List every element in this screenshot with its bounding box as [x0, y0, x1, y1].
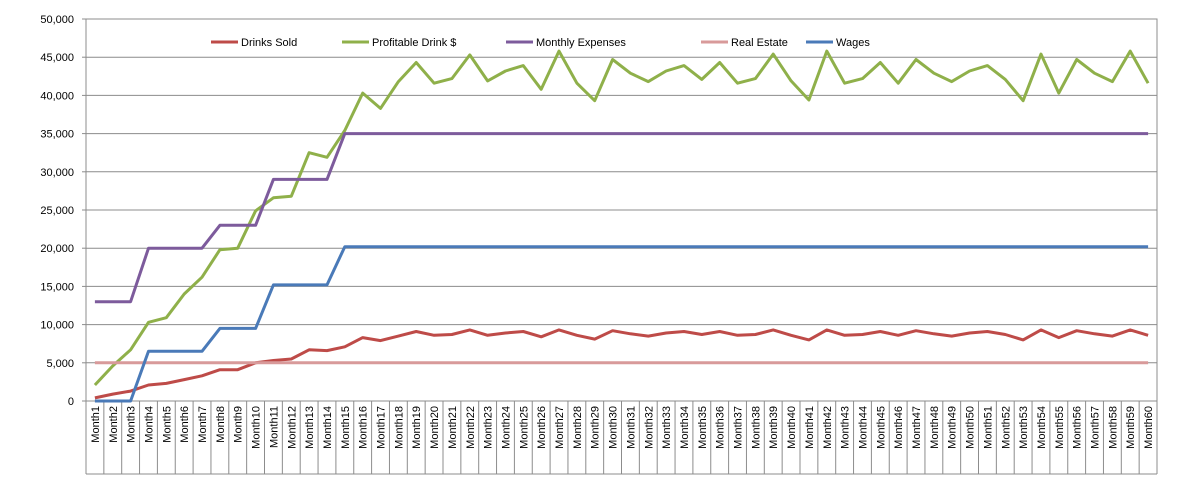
- x-tick-label: Month45: [875, 406, 887, 449]
- x-tick-label: Month52: [1000, 406, 1012, 449]
- x-tick-label: Month12: [286, 406, 298, 449]
- x-tick-label: Month38: [750, 406, 762, 449]
- y-tick-label: 20,000: [40, 243, 74, 255]
- x-tick-label: Month28: [572, 406, 584, 449]
- y-tick-label: 50,000: [40, 14, 74, 26]
- x-tick-label: Month22: [465, 406, 477, 449]
- x-tick-label: Month24: [500, 406, 512, 449]
- x-tick-label: Month33: [661, 406, 673, 449]
- x-tick-label: Month48: [929, 406, 941, 449]
- x-tick-label: Month25: [518, 406, 530, 449]
- x-tick-label: Month41: [804, 406, 816, 449]
- x-tick-label: Month20: [429, 406, 441, 449]
- axes: [82, 18, 1158, 475]
- x-tick-label: Month5: [161, 406, 173, 443]
- x-tick-label: Month42: [822, 406, 834, 449]
- x-tick-label: Month9: [233, 406, 245, 443]
- x-tick-label: Month55: [1054, 406, 1066, 449]
- x-tick-label: Month23: [483, 406, 495, 449]
- x-tick-label: Month1: [90, 406, 102, 443]
- x-tick-label: Month26: [536, 406, 548, 449]
- y-tick-label: 30,000: [40, 167, 74, 179]
- x-tick-label: Month35: [697, 406, 709, 449]
- x-tick-label: Month17: [376, 406, 388, 449]
- x-tick-label: Month11: [268, 406, 280, 448]
- x-tick-label: Month58: [1107, 406, 1119, 449]
- x-tick-label: Month4: [143, 406, 155, 443]
- x-tick-label: Month3: [126, 406, 138, 443]
- x-tick-label: Month60: [1143, 406, 1155, 449]
- x-tick-label: Month16: [358, 406, 370, 449]
- y-tick-label: 10,000: [40, 320, 74, 332]
- series-line-profitable-drink: [93, 49, 1150, 387]
- x-tick-label: Month40: [786, 406, 798, 449]
- x-tick-label: Month34: [679, 406, 691, 449]
- x-tick-label: Month44: [857, 406, 869, 449]
- legend-label: Monthly Expenses: [536, 37, 626, 49]
- x-tick-label: Month10: [251, 406, 263, 449]
- x-tick-label: Month31: [625, 406, 637, 449]
- x-tick-label: Month32: [643, 406, 655, 449]
- x-tick-label: Month19: [411, 406, 423, 449]
- y-tick-label: 45,000: [40, 52, 74, 64]
- x-tick-label: Month7: [197, 406, 209, 443]
- x-tick-label: Month13: [304, 406, 316, 449]
- y-tick-label: 40,000: [40, 90, 74, 102]
- series-line-monthly-expenses: [94, 132, 1149, 304]
- y-tick-label: 35,000: [40, 129, 74, 141]
- x-tick-label: Month46: [893, 406, 905, 449]
- x-tick-label: Month21: [447, 406, 459, 449]
- legend: Drinks Sold Profitable Drink $ Monthly Exp…: [211, 37, 870, 49]
- x-tick-label: Month36: [715, 406, 727, 449]
- x-tick-label: Month47: [911, 406, 923, 449]
- x-tick-label: Month30: [608, 406, 620, 449]
- legend-label: Drinks Sold: [241, 37, 297, 49]
- x-tick-label: Month14: [322, 406, 334, 449]
- legend-label: Profitable Drink $: [372, 37, 456, 49]
- series-line-drinks-sold: [94, 328, 1149, 400]
- y-tick-label: 5,000: [46, 358, 74, 370]
- x-tick-label: Month6: [179, 406, 191, 443]
- series-lines: [93, 49, 1150, 403]
- legend-label: Real Estate: [731, 37, 788, 49]
- y-tick-label: 15,000: [40, 281, 74, 293]
- x-tick-label: Month57: [1090, 406, 1102, 449]
- x-tick-label: Month53: [1018, 406, 1030, 449]
- y-tick-label: 25,000: [40, 205, 74, 217]
- x-tick-label: Month29: [590, 406, 602, 449]
- x-tick-label: Month49: [947, 406, 959, 449]
- x-tick-label: Month37: [733, 406, 745, 449]
- y-tick-label: 0: [68, 396, 74, 408]
- x-tick-label: Month50: [965, 406, 977, 449]
- x-tick-label: Month2: [108, 406, 120, 443]
- x-tick-label: Month54: [1036, 406, 1048, 449]
- x-tick-label: Month43: [840, 406, 852, 449]
- y-axis-tick-labels: 0 5,000 10,000 15,000 20,000 25,000 30,000 35,0…: [40, 14, 74, 408]
- x-axis-tick-labels: Month1 Month2 Month3 Month4 Month5 Month6 Mont…: [90, 406, 1155, 449]
- x-tick-label: Month56: [1072, 406, 1084, 449]
- x-tick-label: Month18: [393, 406, 405, 449]
- x-tick-label: Month27: [554, 406, 566, 449]
- legend-label: Wages: [836, 37, 870, 49]
- x-tick-label: Month39: [768, 406, 780, 449]
- x-tick-label: Month8: [215, 406, 227, 443]
- x-tick-label: Month59: [1125, 406, 1137, 449]
- gridlines: [86, 18, 1157, 364]
- x-tick-label: Month15: [340, 406, 352, 449]
- series-line-wages: [94, 245, 1149, 403]
- x-tick-label: Month51: [982, 406, 994, 449]
